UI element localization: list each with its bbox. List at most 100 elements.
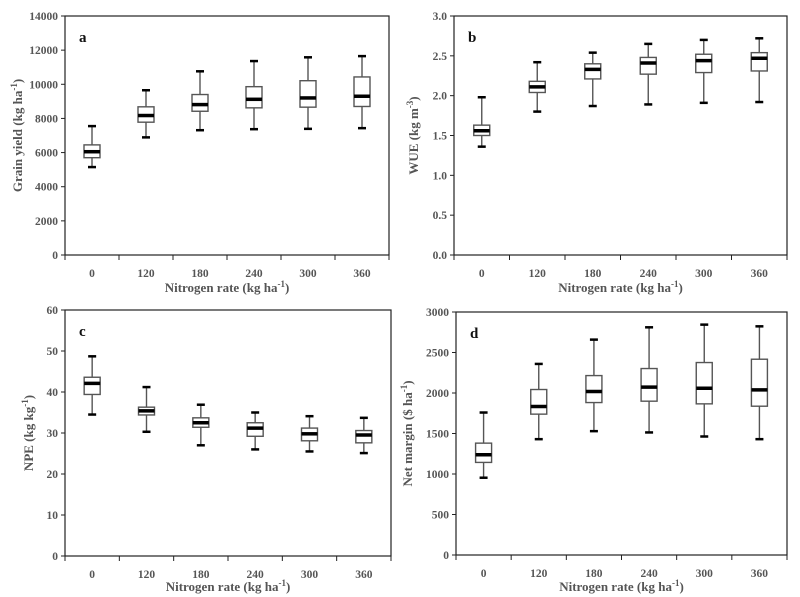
panel-letter: c — [79, 324, 86, 340]
iqr-box — [245, 85, 263, 109]
y-tick-label: 14000 — [29, 11, 58, 23]
box-240 — [245, 59, 263, 131]
box-300 — [695, 38, 713, 105]
iqr-box — [474, 442, 493, 464]
x-axis-label-sup: -1 — [278, 578, 286, 588]
y-axis-label-main: Grain yield (kg ha — [10, 90, 25, 192]
box-360 — [750, 325, 769, 441]
iqr-box — [695, 361, 713, 405]
x-axis-label-sup: -1 — [671, 279, 679, 289]
y-tick-label: 2.5 — [433, 51, 448, 63]
plot-frame — [453, 15, 788, 256]
y-tick-label: 2500 — [426, 348, 449, 360]
y-axis-label-main: WUE (kg m — [406, 108, 421, 175]
x-tick-label: 240 — [640, 568, 658, 580]
x-axis-label-sup: -1 — [277, 279, 285, 289]
x-axis-label-end: ) — [678, 280, 682, 295]
y-tick-label: 1.0 — [433, 170, 448, 182]
iqr-box — [750, 358, 769, 407]
y-axis-label-sup: -1 — [9, 83, 19, 91]
y-tick-label: 1.5 — [433, 131, 448, 143]
y-tick-label: 2000 — [35, 216, 58, 228]
y-axis-label-end: ) — [406, 96, 421, 100]
x-tick-label: 120 — [529, 268, 547, 280]
x-axis-label: Nitrogen rate (kg ha-1) — [165, 279, 290, 295]
x-axis-label-end: ) — [286, 579, 290, 594]
box-300 — [695, 323, 713, 438]
x-axis-label-main: Nitrogen rate (kg ha — [165, 280, 278, 295]
y-axis-label: Net margin ($ ha-1) — [399, 380, 415, 486]
iqr-box — [695, 53, 713, 74]
y-tick-label: 60 — [47, 305, 59, 317]
x-tick-label: 0 — [481, 568, 487, 580]
x-axis-label-main: Nitrogen rate (kg ha — [558, 280, 671, 295]
iqr-box — [530, 388, 548, 415]
x-tick-label: 120 — [137, 268, 155, 280]
x-tick-label: 360 — [751, 568, 769, 580]
panel-a: 0 2000 4000 6000 8000 10000 12000 14000 0 120 180 2… — [9, 11, 390, 295]
x-axis-label-sup: -1 — [672, 578, 680, 588]
y-axis-label-main: Net margin ($ ha — [400, 392, 415, 487]
y-tick-label: 0.5 — [433, 210, 448, 222]
plot-frame — [64, 15, 390, 256]
x-axis-label-end: ) — [679, 579, 683, 594]
panel-letter: b — [468, 30, 476, 46]
panel-b: 0.0 0.5 1.0 1.5 2.0 2.5 3.0 0 120 180 240 300 360 b Ni… — [405, 11, 788, 295]
panel-d: 0 500 1000 1500 2000 2500 3000 0 120 180 240 300 360… — [399, 307, 788, 594]
box-0 — [473, 96, 491, 148]
x-tick-label: 180 — [191, 268, 209, 280]
box-360 — [353, 54, 371, 130]
x-tick-label: 300 — [301, 569, 319, 581]
box-300 — [300, 414, 319, 453]
panel-c: 0 10 20 30 40 50 60 0 120 180 240 300 360 c Nitrogen r… — [20, 305, 392, 594]
x-tick-label: 0 — [89, 569, 95, 581]
x-tick-label: 0 — [89, 268, 95, 280]
x-axis-label-end: ) — [285, 280, 289, 295]
box-0 — [83, 124, 101, 169]
x-tick-label: 360 — [353, 268, 371, 280]
x-tick-label: 240 — [247, 569, 265, 581]
plot-frame — [64, 309, 392, 557]
box-180 — [584, 51, 602, 108]
y-tick-label: 0.0 — [433, 250, 448, 262]
y-axis-label: Grain yield (kg ha-1) — [9, 79, 25, 192]
box-300 — [299, 56, 317, 131]
y-tick-label: 40 — [47, 387, 59, 399]
box-240 — [246, 411, 264, 451]
y-tick-label: 2.0 — [433, 91, 448, 103]
plot-frame — [455, 311, 788, 556]
y-tick-label: 6000 — [35, 148, 58, 160]
x-tick-label: 120 — [138, 569, 156, 581]
x-tick-label: 180 — [585, 568, 603, 580]
y-axis-label-sup: -3 — [405, 100, 415, 108]
x-tick-label: 180 — [584, 268, 602, 280]
box-360 — [355, 416, 373, 455]
y-tick-label: 20 — [47, 469, 59, 481]
y-axis-label: WUE (kg m-3) — [405, 96, 421, 174]
iqr-box — [353, 76, 371, 108]
box-120 — [137, 385, 156, 434]
x-tick-label: 300 — [299, 268, 317, 280]
box-0 — [83, 355, 101, 416]
box-240 — [640, 326, 658, 434]
x-tick-label: 0 — [479, 268, 485, 280]
box-0 — [474, 411, 493, 479]
y-axis-label-end: ) — [400, 380, 415, 384]
box-180 — [585, 338, 603, 433]
y-tick-label: 1000 — [426, 469, 449, 481]
box-180 — [192, 403, 210, 447]
y-tick-label: 10000 — [29, 79, 58, 91]
y-tick-label: 10 — [47, 510, 59, 522]
panel-letter: a — [79, 30, 87, 46]
y-tick-label: 0 — [52, 250, 58, 262]
panel-letter: d — [470, 326, 479, 342]
x-tick-label: 360 — [751, 268, 769, 280]
y-axis-label-end: ) — [21, 395, 36, 399]
iqr-box — [83, 376, 101, 396]
y-tick-label: 3000 — [426, 307, 449, 319]
x-axis-label: Nitrogen rate (kg ha-1) — [558, 279, 683, 295]
iqr-box — [640, 367, 658, 402]
y-axis-label-main: NPE (kg kg — [21, 406, 36, 471]
x-tick-label: 300 — [695, 268, 713, 280]
x-tick-label: 240 — [640, 268, 658, 280]
